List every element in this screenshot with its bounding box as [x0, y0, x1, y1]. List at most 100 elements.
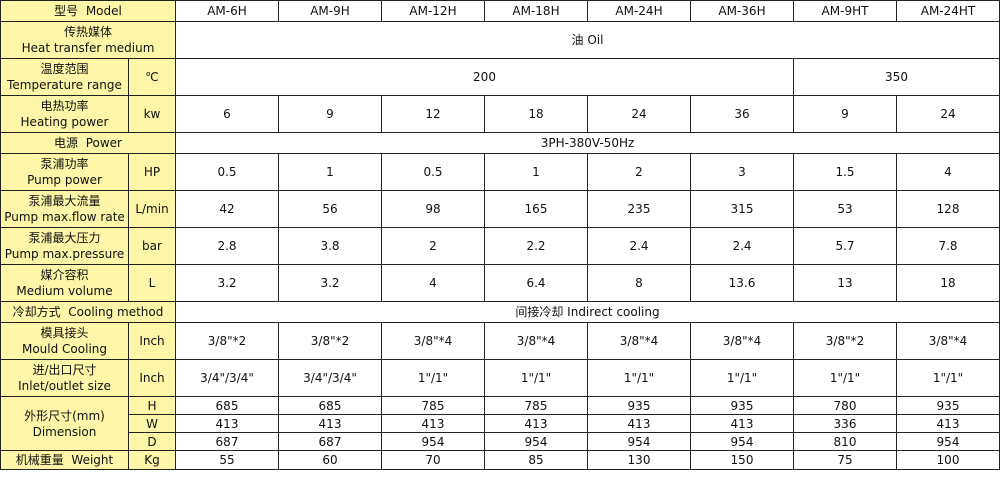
- flow-value: 53: [793, 190, 897, 228]
- label-en: Temperature range: [7, 78, 122, 92]
- power-row: 电源 Power 3PH-380V-50Hz: [0, 132, 1000, 154]
- mould-unit: Inch: [128, 322, 176, 360]
- volume-value: 18: [896, 264, 1000, 302]
- weight-row: 机械重量 Weight Kg 55 60 70 85 130 150 75 100: [0, 450, 1000, 470]
- dimension-unit: D: [128, 432, 176, 451]
- label-en: Weight: [71, 453, 114, 467]
- inlet-value: 1"/1": [896, 359, 1000, 397]
- dimension-value: 954: [381, 432, 485, 451]
- weight-unit: Kg: [128, 450, 176, 470]
- dimension-value: 687: [175, 432, 279, 451]
- pump-value: 0.5: [175, 153, 279, 191]
- heating-value: 12: [381, 95, 485, 133]
- label-en: Cooling method: [68, 305, 164, 319]
- pump-value: 1: [484, 153, 588, 191]
- heating-value: 18: [484, 95, 588, 133]
- heating-value: 36: [690, 95, 794, 133]
- model-header: AM-6H: [175, 0, 279, 22]
- inlet-row: 进/出口尺寸 Inlet/outlet size Inch 3/4"/3/4" 3/4"…: [0, 359, 1000, 397]
- dimension-value: 413: [175, 414, 279, 433]
- temp-unit: ℃: [128, 58, 176, 96]
- dimension-value: 810: [793, 432, 897, 451]
- volume-value: 13: [793, 264, 897, 302]
- dimension-value: 954: [484, 432, 588, 451]
- volume-unit: L: [128, 264, 176, 302]
- flow-value: 165: [484, 190, 588, 228]
- inlet-value: 1"/1": [690, 359, 794, 397]
- weight-value: 75: [793, 450, 897, 470]
- label-en: Pump max.flow rate: [4, 210, 125, 224]
- weight-value: 130: [587, 450, 691, 470]
- temp-row: 温度范围 Temperature range ℃ 200 350: [0, 58, 1000, 96]
- weight-value: 150: [690, 450, 794, 470]
- dimension-value: 785: [381, 396, 485, 415]
- temp-value: 200: [175, 58, 794, 96]
- label-en: Power: [85, 136, 122, 150]
- inlet-value: 3/4"/3/4": [278, 359, 382, 397]
- dimension-value: 785: [484, 396, 588, 415]
- mould-value: 3/8"*2: [793, 322, 897, 360]
- pump-value: 0.5: [381, 153, 485, 191]
- pressure-value: 2: [381, 227, 485, 265]
- label-en: Heating power: [20, 115, 109, 129]
- label-zh: 电源: [54, 136, 79, 150]
- flow-value: 235: [587, 190, 691, 228]
- volume-value: 13.6: [690, 264, 794, 302]
- label-en: Pump power: [27, 173, 102, 187]
- dimension-value: 780: [793, 396, 897, 415]
- power-label: 电源 Power: [0, 132, 176, 154]
- label-zh: 泵浦功率: [40, 157, 89, 171]
- model-label: 型号 Model: [0, 0, 176, 22]
- cooling-row: 冷却方式 Cooling method 间接冷却 Indirect cooling: [0, 301, 1000, 323]
- pump-value: 2: [587, 153, 691, 191]
- power-value: 3PH-380V-50Hz: [175, 132, 1000, 154]
- label-zh: 机械重量: [15, 453, 64, 467]
- dimension-unit: W: [128, 414, 176, 433]
- label-zh: 型号: [54, 4, 79, 18]
- label-en: Pump max.pressure: [4, 247, 125, 261]
- volume-value: 4: [381, 264, 485, 302]
- label-en: Mould Cooling: [21, 342, 108, 356]
- label-zh: 泵浦最大压力: [28, 231, 101, 245]
- dimension-value: 935: [690, 396, 794, 415]
- temp-value: 350: [793, 58, 1000, 96]
- flow-value: 56: [278, 190, 382, 228]
- pressure-row: 泵浦最大压力 Pump max.pressure bar 2.8 3.8 2 2.2 2.4 2…: [0, 227, 1000, 265]
- flow-label: 泵浦最大流量 Pump max.flow rate: [0, 190, 129, 228]
- spec-table: 型号 Model AM-6H AM-9H AM-12H AM-18H AM-24H AM-3…: [0, 0, 1000, 470]
- dimension-unit: H: [128, 396, 176, 415]
- heating-value: 9: [278, 95, 382, 133]
- mould-value: 3/8"*4: [690, 322, 794, 360]
- weight-value: 55: [175, 450, 279, 470]
- volume-value: 3.2: [175, 264, 279, 302]
- pressure-value: 7.8: [896, 227, 1000, 265]
- volume-row: 媒介容积 Medium volume L 3.2 3.2 4 6.4 8 13.6 13 18: [0, 264, 1000, 302]
- temp-label: 温度范围 Temperature range: [0, 58, 129, 96]
- label-en: Model: [85, 4, 122, 18]
- dimension-value: 413: [278, 414, 382, 433]
- dimension-value: 954: [587, 432, 691, 451]
- weight-label: 机械重量 Weight: [0, 450, 129, 470]
- dimension-value: 685: [175, 396, 279, 415]
- pump-value: 1.5: [793, 153, 897, 191]
- cooling-label: 冷却方式 Cooling method: [0, 301, 176, 323]
- pump-label: 泵浦功率 Pump power: [0, 153, 129, 191]
- label-en: Inlet/outlet size: [18, 379, 111, 393]
- dimension-value: 413: [587, 414, 691, 433]
- mould-value: 3/8"*4: [484, 322, 588, 360]
- mould-value: 3/8"*2: [278, 322, 382, 360]
- inlet-value: 1"/1": [793, 359, 897, 397]
- medium-row: 传热媒体 Heat transfer medium 油 Oil: [0, 21, 1000, 59]
- model-header: AM-24H: [587, 0, 691, 22]
- header-row: 型号 Model AM-6H AM-9H AM-12H AM-18H AM-24H AM-3…: [0, 0, 1000, 22]
- model-header: AM-36H: [690, 0, 794, 22]
- flow-unit: L/min: [128, 190, 176, 228]
- dimension-value: 935: [587, 396, 691, 415]
- label-zh: 进/出口尺寸: [32, 363, 97, 377]
- inlet-unit: Inch: [128, 359, 176, 397]
- flow-value: 315: [690, 190, 794, 228]
- dimension-value: 413: [896, 414, 1000, 433]
- flow-row: 泵浦最大流量 Pump max.flow rate L/min 42 56 98 165 23…: [0, 190, 1000, 228]
- dimension-value: 336: [793, 414, 897, 433]
- mould-value: 3/8"*2: [175, 322, 279, 360]
